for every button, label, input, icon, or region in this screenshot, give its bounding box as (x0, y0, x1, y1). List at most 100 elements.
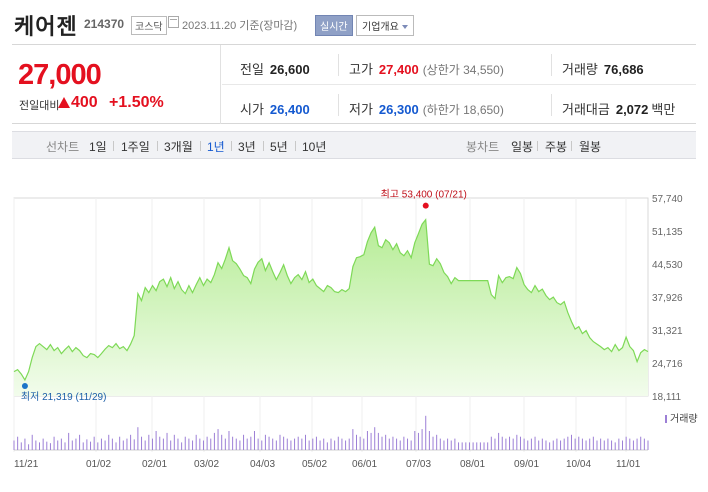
volume-bar (217, 429, 219, 450)
volume-bar (592, 436, 594, 450)
divider (157, 141, 158, 151)
volume-bar (224, 438, 226, 450)
change-value: 400 (71, 94, 98, 111)
volume-bar (86, 439, 88, 450)
volume-bar (60, 438, 62, 450)
volume-bar (552, 440, 554, 450)
change-percent: +1.50% (109, 94, 164, 111)
tab-10y[interactable]: 10년 (302, 140, 327, 154)
volume-bar (629, 438, 631, 450)
volume-bar (315, 436, 317, 450)
volume-bar (330, 438, 332, 450)
market-badge: 코스닥 (131, 16, 167, 35)
volume-legend-swatch (665, 415, 667, 424)
x-tick-label: 08/01 (460, 459, 485, 470)
divider (537, 141, 538, 151)
volume-bar (614, 442, 616, 450)
volume-value: 76,686 (603, 62, 644, 77)
volume-bar (144, 440, 146, 450)
price-summary: 27,000 전일대비 400 +1.50% 전일 26,600 고가 27,400… (12, 44, 696, 124)
volume-bar (53, 436, 55, 450)
volume-bar (348, 438, 350, 450)
volume-bar (49, 443, 51, 450)
volume-bar (159, 436, 161, 450)
tab-3y[interactable]: 3년 (238, 140, 256, 154)
x-axis-labels: 11/21 01/02 02/01 03/02 04/03 05/02 06/01 07/03… (14, 459, 641, 470)
volume-bar (458, 442, 460, 450)
volume-bar (257, 438, 259, 450)
volume-bars (13, 415, 649, 451)
divider (263, 141, 264, 151)
volume-bar (181, 442, 183, 450)
volume-bar (104, 440, 106, 450)
volume-bar (621, 440, 623, 450)
volume-bar (13, 440, 15, 450)
volume-bar (570, 434, 572, 450)
y-tick-label: 31,321 (652, 326, 683, 337)
volume-bar (472, 442, 474, 450)
volume-bar (632, 440, 634, 450)
volume-bar (574, 438, 576, 450)
volume-bar (399, 440, 401, 450)
volume-bar (17, 436, 19, 450)
volume-bar (286, 438, 288, 450)
change-label: 전일대비 (19, 100, 60, 112)
volume-bar (465, 442, 467, 450)
volume-bar (326, 442, 328, 450)
volume-bar (31, 434, 33, 450)
volume-bar (133, 439, 135, 450)
price-chart[interactable]: 57,740 51,135 44,530 37,926 31,321 24,716 18,1… (0, 176, 708, 492)
volume-bar (487, 442, 489, 450)
volume-bar (600, 438, 602, 450)
volume-legend: 거래량 (665, 410, 698, 425)
volume-legend-label: 거래량 (670, 414, 698, 425)
volume-bar (585, 440, 587, 450)
volume-bar (253, 431, 255, 450)
volume-bar (283, 436, 285, 450)
x-tick-label: 02/01 (142, 459, 167, 470)
volume-bar (494, 438, 496, 450)
tab-1w[interactable]: 1주일 (121, 140, 150, 154)
volume-bar (618, 438, 620, 450)
volume-bar (297, 436, 299, 450)
volume-bar (290, 440, 292, 450)
tab-5y[interactable]: 5년 (270, 140, 288, 154)
volume-bar (268, 436, 270, 450)
lower-limit: (하한가 18,650) (422, 103, 504, 117)
prev-close: 전일 26,600 (240, 59, 310, 78)
volume-bar (432, 436, 434, 450)
volume-bar (24, 438, 26, 450)
tab-1d[interactable]: 1일 (89, 140, 107, 154)
volume-bar (39, 442, 41, 450)
tab-1y[interactable]: 1년 (207, 140, 225, 154)
volume-bar (359, 436, 361, 450)
divider (113, 141, 114, 151)
volume-bar (388, 438, 390, 450)
volume-bar (261, 440, 263, 450)
volume-bar (294, 438, 296, 450)
y-tick-label: 18,111 (652, 392, 682, 403)
corp-info-dropdown[interactable]: 기업개요 (356, 15, 414, 36)
high-label: 고가 (349, 62, 373, 77)
period-tabs: 선차트 1일 1주일 3개월 1년 3년 5년 10년 봉차트 일봉 주봉 월봉 (12, 131, 696, 159)
volume-bar (461, 442, 463, 450)
tab-3m[interactable]: 3개월 (164, 140, 193, 154)
volume-bar (505, 438, 507, 450)
open-value: 26,400 (269, 102, 310, 117)
volume-bar (100, 438, 102, 450)
volume-bar (239, 440, 241, 450)
x-tick-label: 03/02 (194, 459, 219, 470)
volume-bar (206, 436, 208, 450)
volume-bar (334, 440, 336, 450)
realtime-button[interactable]: 실시간 (315, 15, 353, 36)
summary-row-1: 전일 26,600 고가 27,400 (상한가 34,550) 거래량 76,686 (222, 45, 696, 85)
volume-bar (596, 440, 598, 450)
volume-bar (538, 440, 540, 450)
tab-monthly[interactable]: 월봉 (579, 140, 602, 154)
volume-bar (476, 442, 478, 450)
divider (200, 141, 201, 151)
volume-bar (93, 436, 95, 450)
tab-weekly[interactable]: 주봉 (545, 140, 568, 154)
tab-daily[interactable]: 일봉 (511, 140, 534, 154)
y-tick-label: 44,530 (652, 260, 683, 271)
